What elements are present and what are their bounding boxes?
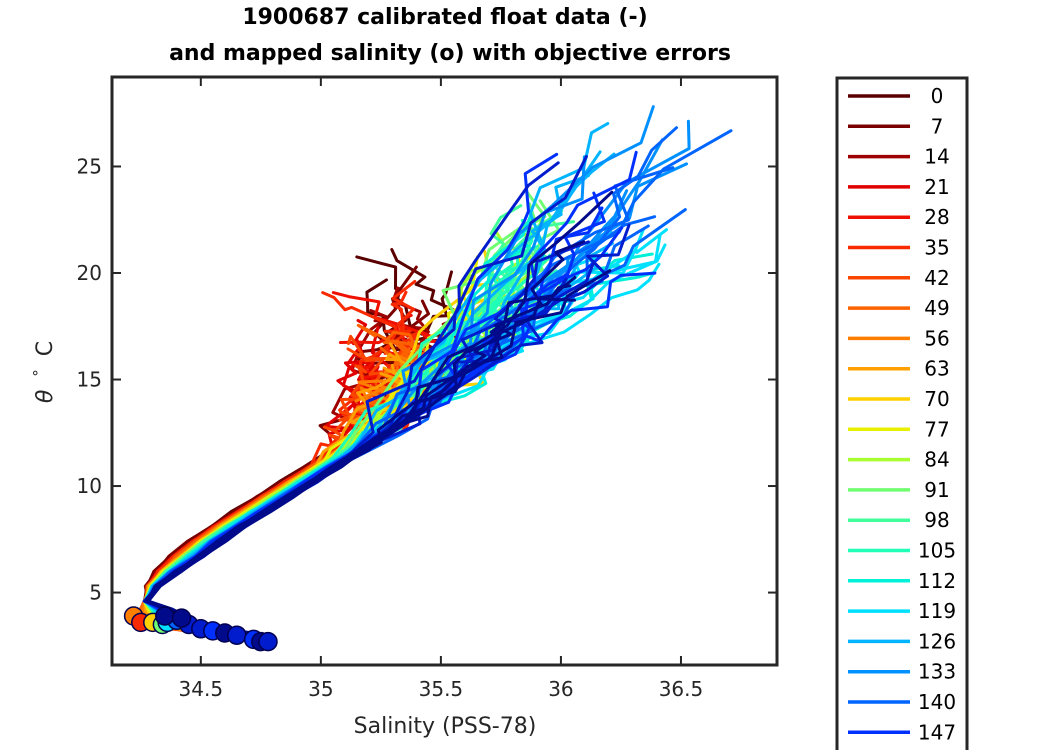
legend-label: 35 (924, 236, 949, 260)
legend-item-119: 119 (848, 599, 956, 623)
y-axis-label: θ ° C (25, 341, 58, 403)
legend-label: 42 (924, 266, 949, 290)
y-tick-label: 5 (89, 581, 102, 605)
legend-item-126: 126 (848, 629, 956, 653)
legend-label: 84 (924, 448, 949, 472)
legend-label: 77 (924, 417, 949, 441)
legend-item-147: 147 (848, 720, 956, 744)
legend-label: 70 (924, 387, 949, 411)
legend-label: 56 (924, 326, 949, 350)
legend-item-35: 35 (848, 236, 950, 260)
legend-label: 91 (924, 478, 949, 502)
legend-label: 119 (918, 599, 956, 623)
legend-item-105: 105 (848, 539, 956, 563)
profile-lines-layer (139, 105, 733, 641)
legend-item-0: 0 (848, 84, 943, 108)
legend-item-98: 98 (848, 508, 950, 532)
legend-item-63: 63 (848, 357, 950, 381)
legend-item-91: 91 (848, 478, 950, 502)
legend-label: 21 (924, 175, 949, 199)
y-tick-label: 15 (77, 368, 102, 392)
legend: 0 7 14 21 28 35 42 49 56 63 70 77 84 91 98 105 112 119 126… (835, 76, 969, 750)
y-tick-label: 10 (77, 474, 102, 498)
x-tick-label: 35.5 (419, 677, 464, 701)
mapped-salinity-point (155, 606, 175, 626)
legend-item-70: 70 (848, 387, 950, 411)
x-tick-label: 36 (548, 677, 573, 701)
chart-title-line-2: and mapped salinity (o) with objective e… (169, 41, 731, 66)
legend-label: 0 (931, 84, 944, 108)
x-tick-label: 34.5 (179, 677, 224, 701)
legend-label: 7 (931, 114, 944, 138)
y-tick-label: 25 (77, 154, 102, 178)
legend-item-84: 84 (848, 448, 950, 472)
profile-line (144, 284, 572, 635)
legend-item-112: 112 (848, 569, 956, 593)
svg-text:θ ° C: θ ° C (25, 341, 58, 403)
legend-item-56: 56 (848, 326, 950, 350)
y-axis-label-symbol: θ (33, 389, 58, 403)
x-tick-label: 35 (308, 677, 333, 701)
legend-label: 140 (918, 690, 956, 714)
legend-item-42: 42 (848, 266, 950, 290)
legend-item-133: 133 (848, 660, 956, 684)
legend-label: 112 (918, 569, 956, 593)
x-axis-label: Salinity (PSS-78) (354, 714, 537, 739)
mapped-salinity-point (171, 608, 192, 628)
legend-item-140: 140 (848, 690, 956, 714)
legend-label: 14 (924, 145, 949, 169)
mapped-salinity-point (258, 631, 278, 652)
chart-title-line-1: 1900687 calibrated float data (-) (242, 5, 647, 30)
legend-item-21: 21 (848, 175, 950, 199)
legend-item-77: 77 (848, 417, 950, 441)
legend-item-14: 14 (848, 145, 950, 169)
legend-label: 28 (924, 205, 949, 229)
legend-label: 63 (924, 357, 949, 381)
mapped-points-layer (123, 606, 278, 652)
legend-item-7: 7 (848, 114, 943, 138)
mapped-salinity-point (227, 625, 247, 645)
legend-item-28: 28 (848, 205, 950, 229)
legend-box (835, 76, 969, 750)
x-tick-label: 36.5 (659, 677, 704, 701)
legend-label: 98 (924, 508, 949, 532)
legend-label: 133 (918, 660, 956, 684)
legend-item-49: 49 (848, 296, 950, 320)
profile-group-161 (143, 190, 614, 638)
y-axis-label-unit: C (33, 341, 58, 356)
y-axis-label-degree: ° (30, 369, 48, 377)
legend-label: 147 (918, 720, 956, 744)
legend-label: 126 (918, 629, 956, 653)
plot-area: 34.5 35 35.5 36 36.5 5 10 15 20 25 (77, 75, 779, 701)
legend-label: 105 (918, 539, 956, 563)
y-tick-label: 20 (77, 261, 102, 285)
legend-label: 49 (924, 296, 949, 320)
axes-box (110, 75, 779, 667)
ticks-layer: 34.5 35 35.5 36 36.5 5 10 15 20 25 (77, 77, 777, 701)
